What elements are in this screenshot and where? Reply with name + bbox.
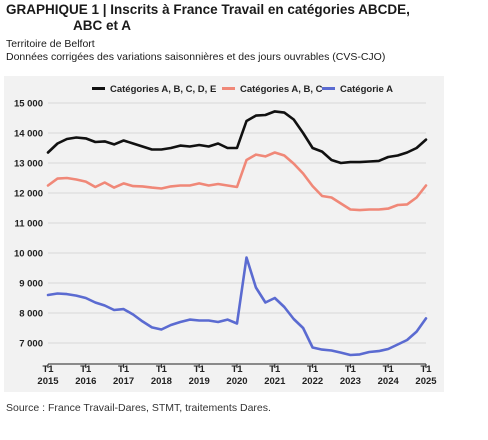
- y-tick-label: 14 000: [14, 129, 43, 140]
- y-tick-label: 11 000: [14, 219, 43, 230]
- chart-subtitle-method: Données corrigées des variations saisonn…: [6, 51, 386, 63]
- x-axis: T12015T12016T12017T12018T12019T12020T120…: [37, 363, 437, 387]
- chart-subtitle-territory: Territoire de Belfort: [6, 38, 95, 50]
- x-tick-label-year: 2020: [226, 376, 247, 387]
- x-tick-label-quarter: T1: [383, 364, 395, 375]
- legend-label: Catégories A, B, C, D, E: [110, 84, 216, 95]
- x-tick-label-year: 2018: [151, 376, 172, 387]
- x-tick-label-quarter: T1: [269, 364, 281, 375]
- series-line: [46, 151, 428, 212]
- x-tick-label-quarter: T1: [118, 364, 130, 375]
- x-tick-label-year: 2017: [113, 376, 134, 387]
- y-tick-label: 7 000: [19, 339, 43, 350]
- x-tick-label-quarter: T1: [345, 364, 357, 375]
- y-tick-label: 8 000: [19, 309, 43, 320]
- x-tick-label-year: 2023: [340, 376, 361, 387]
- legend: Catégories A, B, C, D, E Catégories A, B,…: [92, 84, 393, 95]
- x-tick-label-quarter: T1: [42, 364, 54, 375]
- y-tick-label: 9 000: [19, 279, 43, 290]
- x-tick-label-quarter: T1: [156, 364, 168, 375]
- y-tick-label: 13 000: [14, 159, 43, 170]
- x-tick-label-quarter: T1: [80, 364, 92, 375]
- y-tick-label: 12 000: [14, 189, 43, 200]
- chart-panel: [4, 76, 444, 392]
- y-tick-label: 15 000: [14, 99, 43, 110]
- x-tick-label-quarter: T1: [307, 364, 319, 375]
- x-tick-label-year: 2025: [415, 376, 437, 387]
- x-tick-label-quarter: T1: [231, 364, 243, 375]
- legend-label: Catégories A, B, C: [240, 84, 323, 95]
- gridlines: [48, 102, 426, 344]
- x-tick-label-year: 2022: [302, 376, 323, 387]
- x-tick-label-year: 2021: [264, 376, 286, 387]
- line-chart: 7 000 8 000 9 000 10 000 11 000 12 000 13 000 1…: [14, 84, 437, 387]
- x-tick-label-quarter: T1: [420, 364, 432, 375]
- chart-title-line2: ABC et A: [73, 18, 132, 33]
- legend-label: Catégorie A: [340, 84, 393, 95]
- x-tick-label-year: 2015: [37, 376, 59, 387]
- y-axis: 7 000 8 000 9 000 10 000 11 000 12 000 13 000 1…: [14, 99, 43, 350]
- x-tick-label-quarter: T1: [194, 364, 206, 375]
- series-lines: [46, 110, 428, 357]
- x-tick-label-year: 2024: [378, 376, 400, 387]
- chart-title-line1: GRAPHIQUE 1 | Inscrits à France Travail …: [6, 2, 410, 17]
- x-tick-label-year: 2016: [75, 376, 96, 387]
- series-line: [46, 110, 428, 165]
- chart-title: GRAPHIQUE 1 | Inscrits à France Travail …: [6, 2, 426, 34]
- y-tick-label: 10 000: [14, 249, 43, 260]
- source-note: Source : France Travail-Dares, STMT, tra…: [6, 402, 271, 414]
- x-tick-label-year: 2019: [189, 376, 210, 387]
- series-line: [46, 256, 428, 357]
